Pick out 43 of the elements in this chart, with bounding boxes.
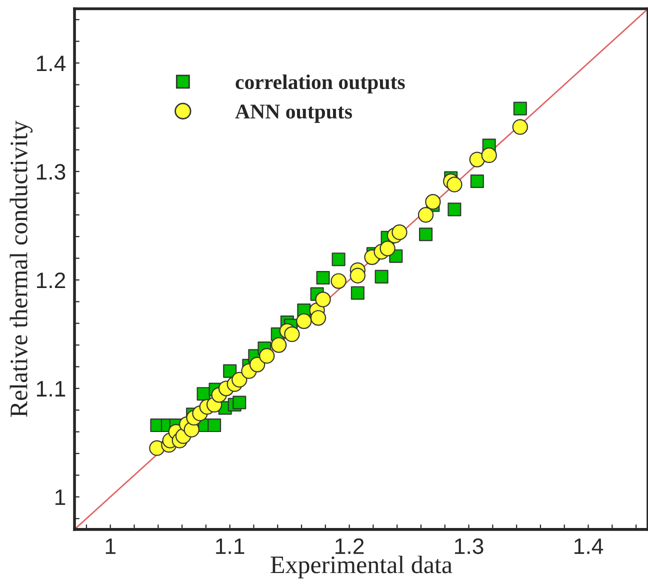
point	[332, 252, 346, 266]
x-tick-label: 1.1	[216, 538, 244, 554]
point	[512, 119, 528, 135]
x-tick-label: 1.3	[455, 538, 484, 554]
x-axis-title: Experimental data	[270, 556, 452, 578]
point	[469, 152, 485, 168]
point	[380, 240, 396, 256]
point	[374, 270, 388, 284]
y-tick-label: 1.1	[36, 381, 66, 396]
y-tick-label: 1.3	[36, 164, 66, 180]
point	[284, 326, 300, 342]
y-tick-label: 1.4	[36, 56, 66, 72]
point	[330, 273, 346, 289]
point	[296, 313, 312, 330]
point	[425, 194, 441, 210]
point	[448, 202, 462, 216]
point	[249, 356, 266, 372]
point	[446, 176, 462, 192]
x-tick-label: 1.4	[574, 538, 604, 554]
point	[481, 147, 497, 164]
point	[470, 174, 484, 188]
legend-label: correlation outputs	[236, 74, 405, 94]
x-tick-label: 1.2	[336, 538, 364, 554]
point	[270, 337, 287, 353]
point	[419, 228, 433, 242]
point	[513, 102, 527, 116]
x-tick-label: 1	[106, 538, 116, 554]
point	[418, 207, 434, 223]
point	[310, 310, 326, 326]
point	[232, 396, 246, 410]
point	[223, 364, 237, 378]
legend-label: ANN outputs	[235, 104, 352, 123]
y-axis-title: Relative thermal conductivity	[10, 120, 33, 417]
point	[350, 268, 366, 284]
point	[315, 292, 331, 308]
point	[208, 418, 222, 432]
point	[392, 224, 408, 240]
y-tick-label: 1	[56, 490, 66, 505]
point	[350, 286, 364, 300]
y-tick-label: 1.2	[36, 272, 66, 288]
point	[316, 271, 330, 285]
point	[232, 372, 248, 388]
point	[259, 348, 275, 364]
